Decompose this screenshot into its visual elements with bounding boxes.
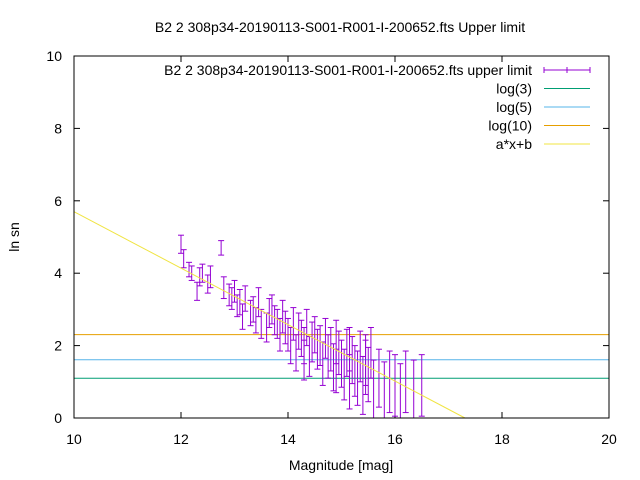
legend-label: log(5)	[496, 99, 532, 115]
data-point	[317, 325, 324, 367]
x-tick-label: 12	[173, 431, 189, 447]
data-point	[354, 350, 361, 406]
legend-entry: a*x+b	[496, 136, 590, 152]
x-axis-label: Magnitude [mag]	[289, 457, 393, 473]
data-point	[285, 317, 291, 352]
legend-entry: B2 2 308p34-20190113-S001-R001-I-200652.…	[164, 62, 591, 78]
data-point	[231, 279, 238, 303]
x-tick-label: 10	[66, 431, 82, 447]
data-point	[351, 345, 358, 397]
y-tick-label: 6	[54, 193, 62, 209]
error-bar-series	[178, 234, 425, 419]
data-point	[367, 327, 374, 379]
data-point	[295, 312, 302, 350]
legend-label: B2 2 308p34-20190113-S001-R001-I-200652.…	[164, 62, 532, 78]
data-point	[234, 294, 241, 318]
data-point	[322, 317, 329, 359]
legend-entry: log(5)	[496, 99, 590, 115]
data-point	[338, 339, 345, 388]
legend-label: a*x+b	[496, 136, 532, 152]
x-tick-label: 18	[494, 431, 510, 447]
y-tick-label: 10	[46, 48, 62, 64]
data-point	[204, 274, 211, 294]
legend-entry: log(3)	[496, 81, 590, 97]
data-point	[392, 354, 398, 417]
data-point	[228, 287, 235, 310]
data-point	[301, 339, 308, 381]
y-tick-label: 8	[54, 120, 62, 136]
data-point	[311, 316, 318, 354]
data-point	[343, 328, 350, 377]
data-point	[279, 299, 286, 334]
x-tick-label: 16	[387, 431, 403, 447]
data-point	[298, 319, 305, 357]
data-point	[250, 296, 257, 323]
data-point	[375, 348, 382, 408]
legend-label: log(3)	[496, 81, 532, 97]
data-point	[362, 334, 369, 386]
data-point	[188, 265, 195, 281]
fit-line-group	[73, 211, 466, 419]
plot-frame	[73, 55, 610, 419]
data-point	[180, 249, 187, 269]
data-point	[330, 343, 337, 392]
data-point	[186, 261, 193, 278]
data-point	[255, 287, 262, 318]
data-point	[335, 330, 342, 376]
data-point	[402, 350, 409, 414]
y-tick-label: 4	[54, 265, 62, 281]
data-point	[282, 310, 289, 345]
data-point	[303, 308, 310, 347]
data-point	[194, 281, 201, 301]
data-point	[239, 303, 246, 330]
data-point	[266, 298, 273, 328]
y-axis-label: ln sn	[6, 222, 22, 252]
data-point	[268, 294, 275, 325]
data-point	[293, 334, 300, 372]
data-point	[418, 354, 425, 417]
data-point	[242, 285, 249, 312]
data-point	[327, 327, 334, 372]
data-point	[314, 328, 321, 370]
data-point	[178, 234, 184, 254]
y-tick-label: 2	[54, 338, 62, 354]
legend: B2 2 308p34-20190113-S001-R001-I-200652.…	[164, 62, 591, 152]
data-point	[196, 267, 203, 287]
data-point	[220, 276, 227, 300]
x-tick-label: 14	[280, 431, 296, 447]
data-point	[271, 305, 278, 336]
data-point	[236, 288, 243, 316]
data-point	[309, 321, 316, 363]
chart-title: B2 2 308p34-20190113-S001-R001-I-200652.…	[155, 19, 525, 35]
data-point	[386, 350, 393, 414]
data-point	[349, 336, 356, 385]
data-point	[218, 240, 225, 256]
legend-entry: log(10)	[488, 118, 590, 134]
fit-line	[73, 211, 466, 419]
data-point	[276, 317, 283, 352]
x-tick-label: 20	[601, 431, 617, 447]
y-tick-label: 0	[54, 410, 62, 426]
data-point	[346, 327, 353, 372]
data-point	[365, 346, 372, 403]
data-point	[341, 348, 348, 401]
legend-label: log(10)	[488, 118, 532, 134]
data-point	[274, 308, 281, 339]
